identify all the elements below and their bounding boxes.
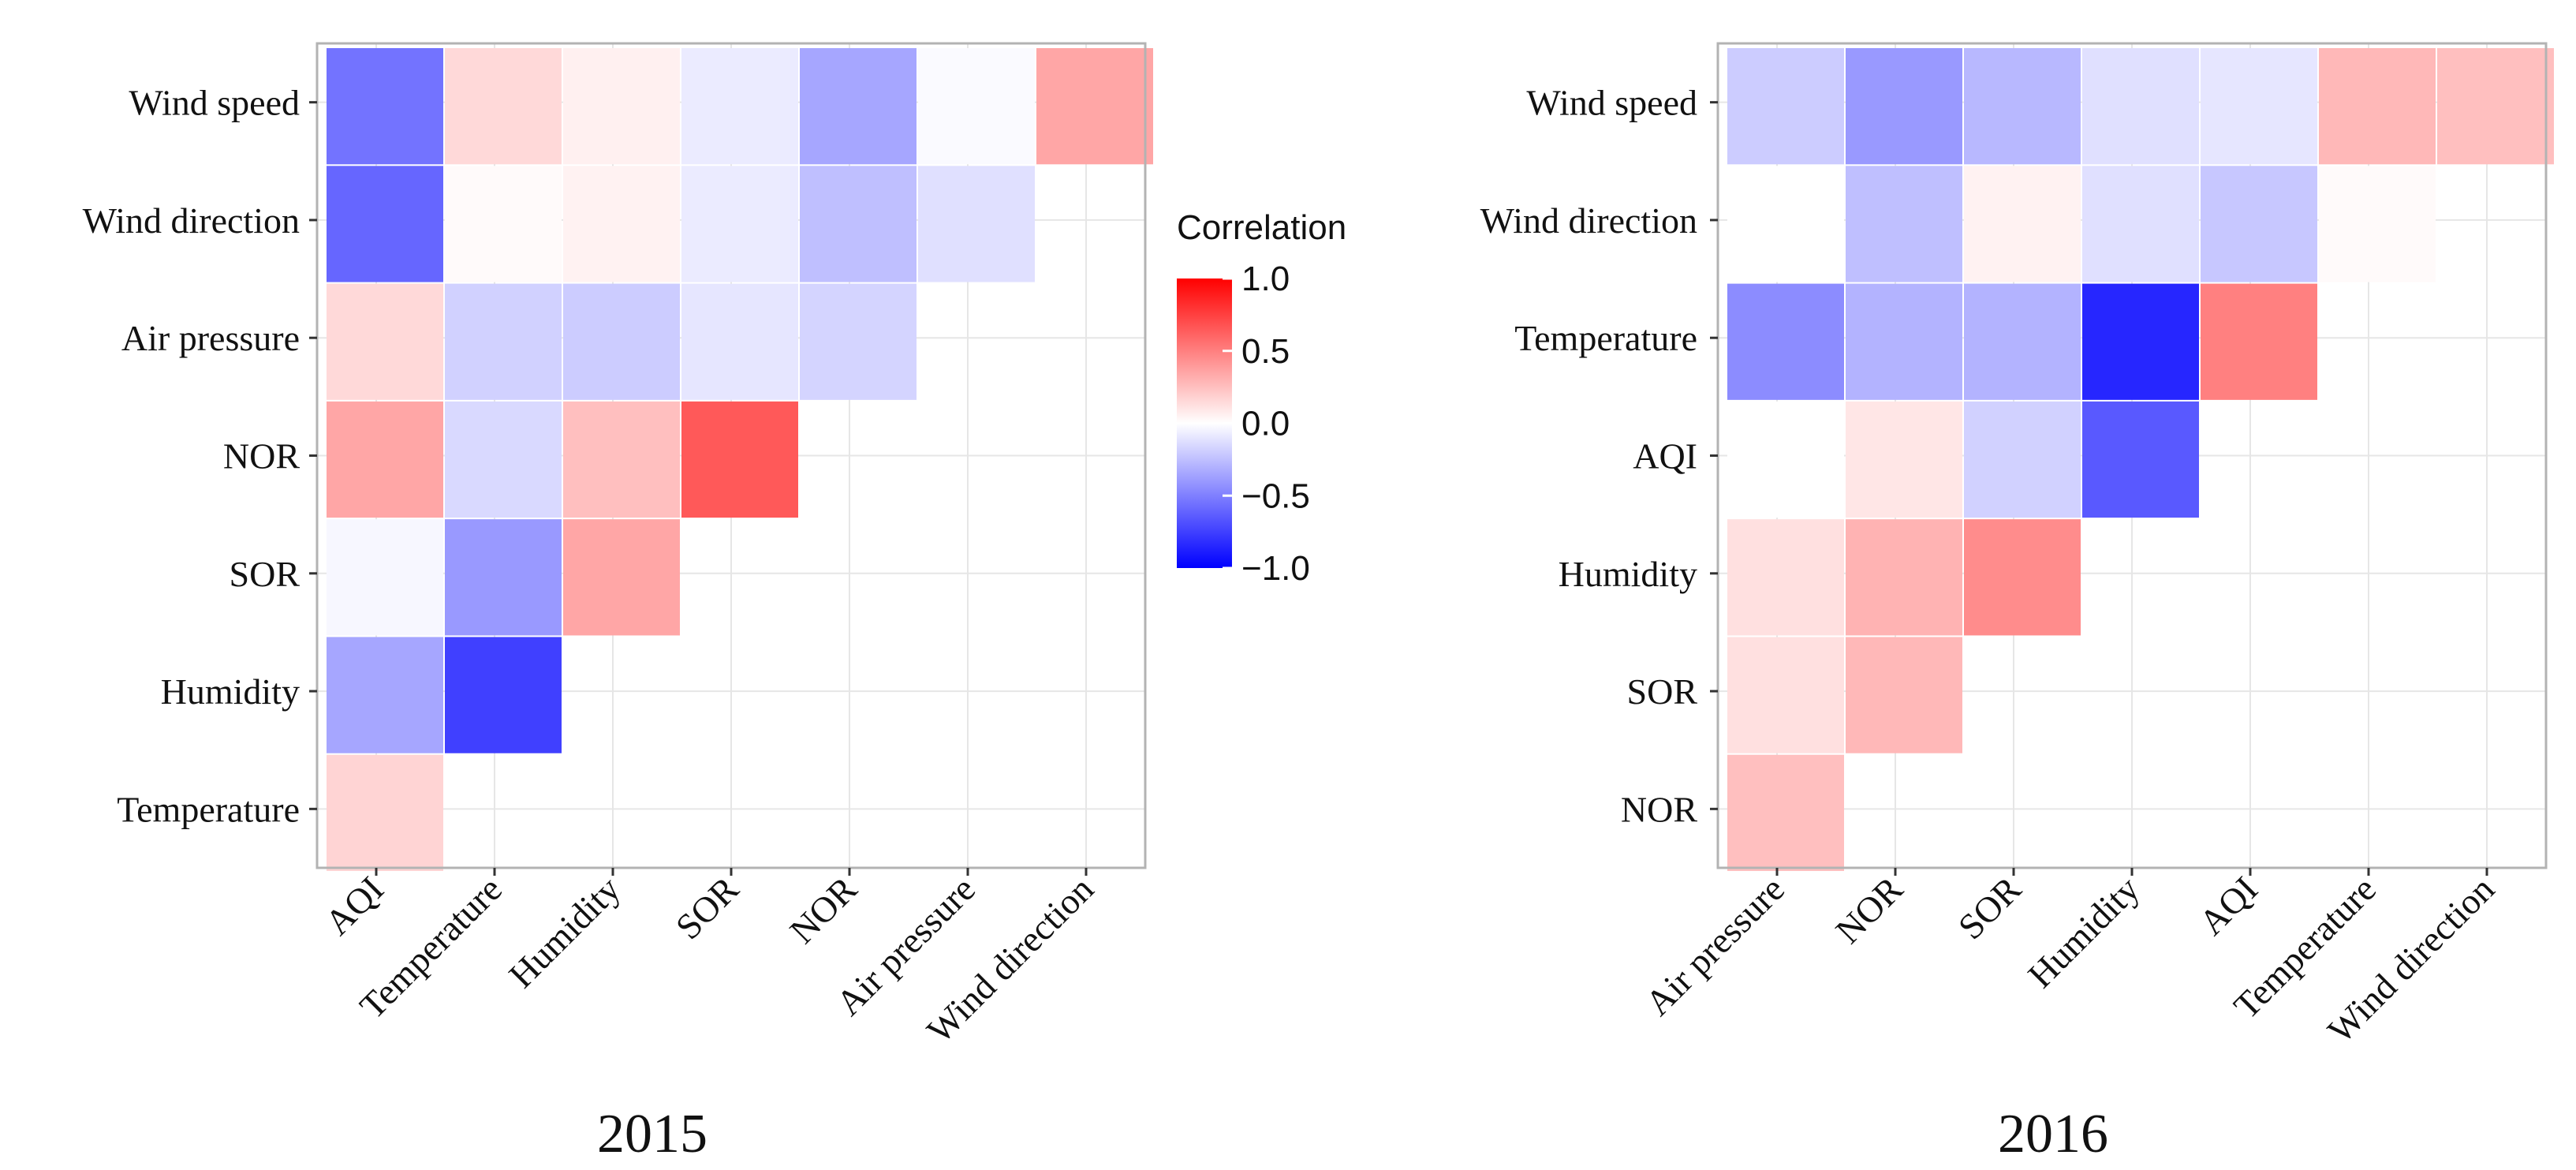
x-tick-label: NOR — [1827, 869, 1910, 951]
heatmap-cell — [918, 166, 1035, 282]
heatmap-cell — [1964, 48, 2081, 165]
y-tick-label: NOR — [223, 436, 300, 477]
x-tick-label: Humidity — [2020, 869, 2147, 996]
heatmap-cell — [1727, 166, 1844, 282]
heatmap-cell — [918, 48, 1035, 165]
heatmap-cell — [1846, 166, 1962, 282]
legend-tick-label: −0.5 — [1241, 477, 1310, 515]
heatmap-cell — [1964, 519, 2081, 636]
heatmap-cell — [563, 283, 680, 400]
y-tick-label: Wind speed — [129, 83, 300, 123]
x-tick-label: Humidity — [501, 869, 628, 996]
heatmap-cell — [2201, 283, 2317, 400]
heatmap-cell — [1964, 283, 2081, 400]
heatmap-cell — [1727, 637, 1844, 753]
heatmap-cell — [1846, 48, 1962, 165]
heatmap-cell — [1727, 401, 1844, 518]
legend-tick-label: 0.0 — [1241, 405, 1290, 443]
heatmap-cell — [327, 283, 443, 400]
heatmap-cell — [445, 519, 562, 636]
legend-tick-label: 1.0 — [1241, 260, 1290, 298]
y-tick-label: NOR — [1621, 789, 1697, 829]
heatmap-cell — [681, 166, 798, 282]
heatmap-cell — [681, 283, 798, 400]
heatmap-cell — [2437, 48, 2554, 165]
heatmap-cell — [327, 519, 443, 636]
heatmap-cell — [445, 401, 562, 518]
heatmap-cell — [563, 48, 680, 165]
heatmap-cell — [2319, 48, 2436, 165]
heatmap-cell — [563, 166, 680, 282]
heatmap-cell — [1727, 283, 1844, 400]
heatmap-2016: Wind speed Wind direction Temperature AQI Hu… — [1480, 42, 2554, 1164]
heatmap-cell — [2082, 283, 2199, 400]
x-tick-label: SOR — [1951, 869, 2029, 948]
heatmap-cell — [2082, 166, 2199, 282]
heatmap-cell — [445, 166, 562, 282]
heatmap-cell — [2201, 48, 2317, 165]
x-tick-label: Air pressure — [1637, 869, 1792, 1023]
correlation-legend: Correlation 1.0 0.5 0.0 −0.5 −1.0 — [1177, 208, 1346, 588]
heatmap-2015: Wind speed Wind direction Air pressure NOR S… — [83, 42, 1153, 1164]
heatmap-cell — [1964, 401, 2081, 518]
y-tick-label: Air pressure — [121, 318, 300, 358]
legend-tick-label: 0.5 — [1241, 332, 1290, 371]
heatmap-cell — [445, 48, 562, 165]
y-tick-label: Humidity — [1559, 554, 1697, 594]
heatmap-cell — [1846, 283, 1962, 400]
heatmap-cell — [1727, 754, 1844, 871]
x-tick-label: SOR — [668, 869, 747, 948]
heatmap-cell — [800, 166, 917, 282]
heatmap-cell — [445, 283, 562, 400]
heatmap-cell — [681, 48, 798, 165]
heatmap-cell — [327, 166, 443, 282]
legend-tick-label: −1.0 — [1241, 549, 1310, 588]
x-tick-label: AQI — [317, 869, 391, 943]
heatmap-cell — [563, 401, 680, 518]
heatmap-cell — [327, 401, 443, 518]
heatmap-cell — [1727, 519, 1844, 636]
heatmap-cell — [1846, 519, 1962, 636]
heatmap-cell — [2319, 166, 2436, 282]
y-tick-label: Temperature — [1514, 318, 1697, 358]
heatmap-cell — [327, 637, 443, 753]
heatmap-cell — [563, 519, 680, 636]
y-tick-label: AQI — [1633, 436, 1697, 477]
heatmap-cell — [1727, 48, 1844, 165]
y-tick-label: Wind direction — [1480, 200, 1697, 241]
y-tick-label: Temperature — [117, 789, 300, 829]
y-tick-label: Wind speed — [1526, 83, 1697, 123]
heatmap-cell — [800, 48, 917, 165]
legend-title: Correlation — [1177, 208, 1346, 247]
panel-year-caption: 2016 — [1998, 1104, 2108, 1164]
y-tick-label: Humidity — [161, 671, 300, 712]
x-tick-label: AQI — [2191, 869, 2265, 943]
panel-year-caption: 2015 — [597, 1104, 707, 1164]
heatmap-cell — [1036, 48, 1153, 165]
heatmap-cell — [1846, 401, 1962, 518]
heatmap-cell — [800, 283, 917, 400]
y-tick-label: SOR — [230, 554, 301, 594]
heatmap-cell — [2201, 166, 2317, 282]
heatmap-cell — [2082, 401, 2199, 518]
heatmap-cell — [445, 637, 562, 753]
y-tick-label: SOR — [1627, 671, 1698, 712]
heatmap-cell — [2082, 48, 2199, 165]
heatmap-cell — [327, 754, 443, 871]
y-tick-label: Wind direction — [83, 200, 300, 241]
heatmap-cell — [1964, 166, 2081, 282]
heatmap-cell — [1846, 637, 1962, 753]
x-tick-label: NOR — [782, 869, 864, 951]
heatmap-cell — [681, 401, 798, 518]
heatmap-cell — [327, 48, 443, 165]
